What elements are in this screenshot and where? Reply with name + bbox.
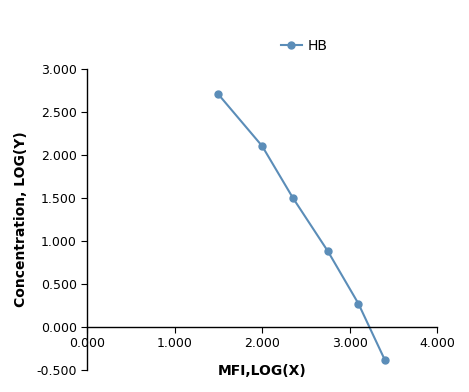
HB — [356, 301, 361, 306]
HB — [259, 144, 265, 149]
Legend: HB: HB — [275, 33, 333, 59]
Line: HB: HB — [215, 91, 388, 363]
X-axis label: MFI,LOG(X): MFI,LOG(X) — [218, 364, 307, 378]
Y-axis label: Concentration, LOG(Y): Concentration, LOG(Y) — [14, 131, 28, 307]
HB — [290, 195, 295, 200]
HB — [382, 357, 387, 362]
HB — [216, 92, 221, 97]
HB — [325, 249, 331, 254]
